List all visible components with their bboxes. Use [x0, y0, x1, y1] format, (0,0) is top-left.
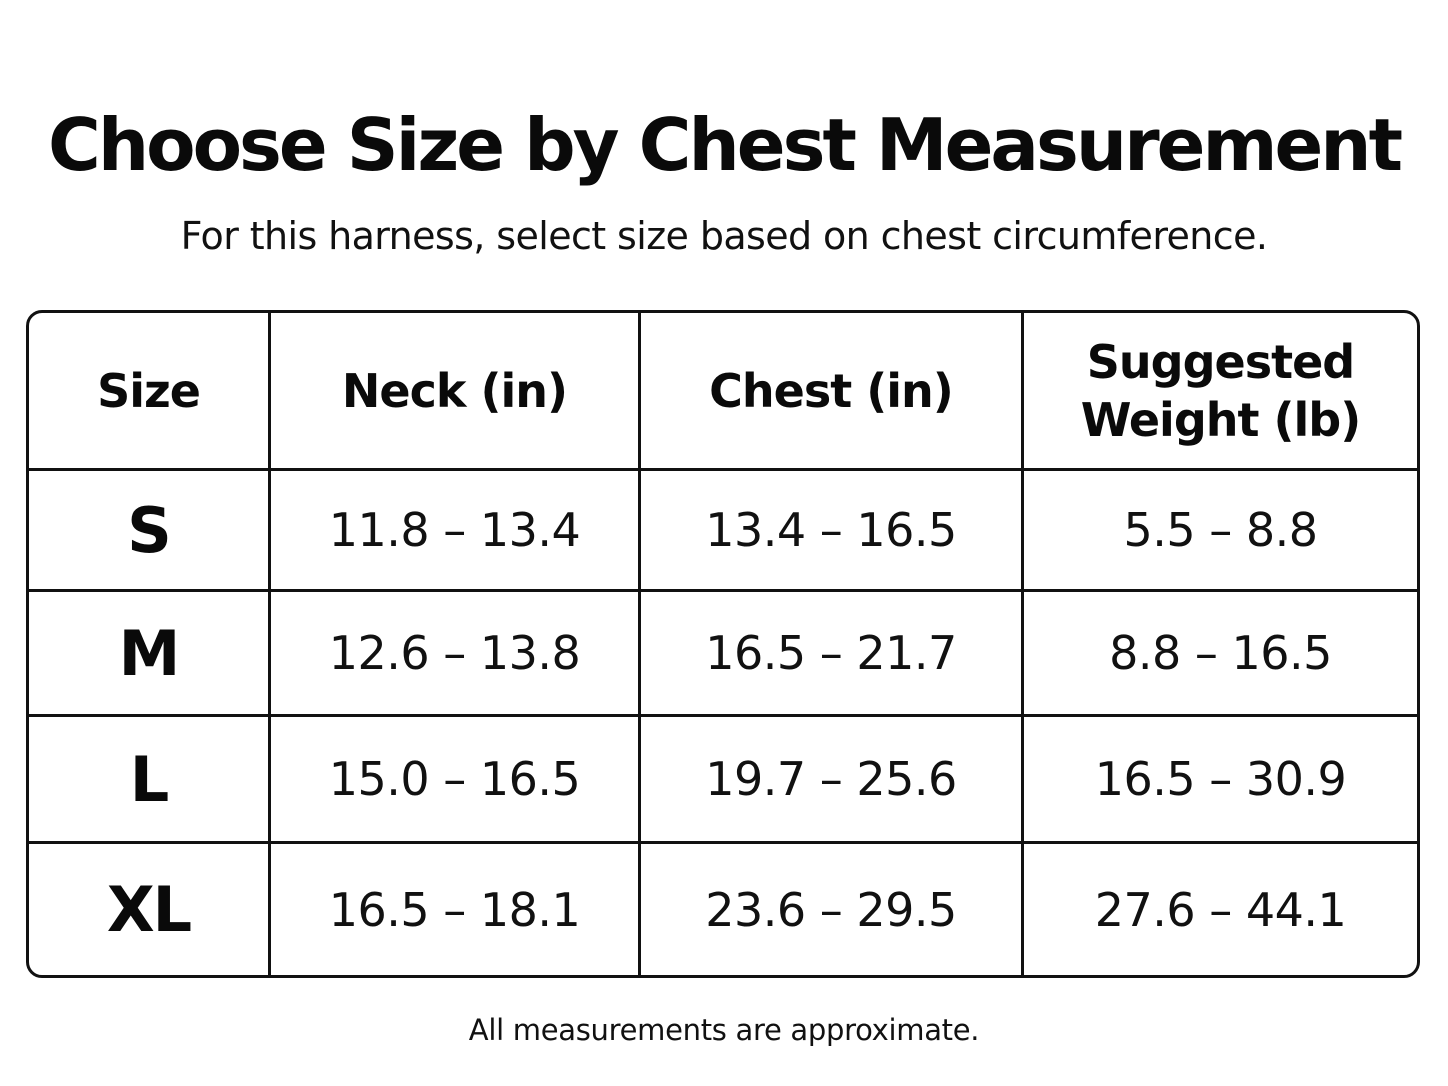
neck-cell: 12.6 – 13.8: [268, 592, 638, 714]
weight-cell: 16.5 – 30.9: [1021, 717, 1417, 841]
size-cell: M: [118, 616, 181, 690]
size-cell: L: [129, 742, 170, 816]
table-row: XL 16.5 – 18.1 23.6 – 29.5 27.6 – 44.1: [29, 841, 1417, 975]
table-row: M 12.6 – 13.8 16.5 – 21.7 8.8 – 16.5: [29, 589, 1417, 714]
chest-cell: 23.6 – 29.5: [638, 844, 1021, 975]
page-subtitle: For this harness, select size based on c…: [180, 214, 1268, 258]
chest-cell: 16.5 – 21.7: [638, 592, 1021, 714]
column-header-size: Size: [97, 363, 201, 418]
chest-cell: 13.4 – 16.5: [638, 471, 1021, 589]
column-header-neck: Neck (in): [268, 313, 638, 468]
table-row: S 11.8 – 13.4 13.4 – 16.5 5.5 – 8.8: [29, 468, 1417, 589]
neck-cell: 11.8 – 13.4: [268, 471, 638, 589]
size-cell: XL: [106, 873, 192, 946]
column-header-weight: Suggested Weight (lb): [1021, 313, 1417, 468]
neck-cell: 16.5 – 18.1: [268, 844, 638, 975]
size-cell: S: [127, 493, 172, 567]
table-header-row: Size Neck (in) Chest (in) Suggested Weig…: [29, 313, 1417, 468]
table-row: L 15.0 – 16.5 19.7 – 25.6 16.5 – 30.9: [29, 714, 1417, 841]
column-header-chest: Chest (in): [638, 313, 1021, 468]
page-title: Choose Size by Chest Measurement: [48, 103, 1403, 187]
weight-cell: 8.8 – 16.5: [1021, 592, 1417, 714]
size-chart-table: Size Neck (in) Chest (in) Suggested Weig…: [26, 310, 1420, 978]
neck-cell: 15.0 – 16.5: [268, 717, 638, 841]
weight-cell: 5.5 – 8.8: [1021, 471, 1417, 589]
footnote: All measurements are approximate.: [468, 1013, 980, 1047]
chest-cell: 19.7 – 25.6: [638, 717, 1021, 841]
weight-cell: 27.6 – 44.1: [1021, 844, 1417, 975]
